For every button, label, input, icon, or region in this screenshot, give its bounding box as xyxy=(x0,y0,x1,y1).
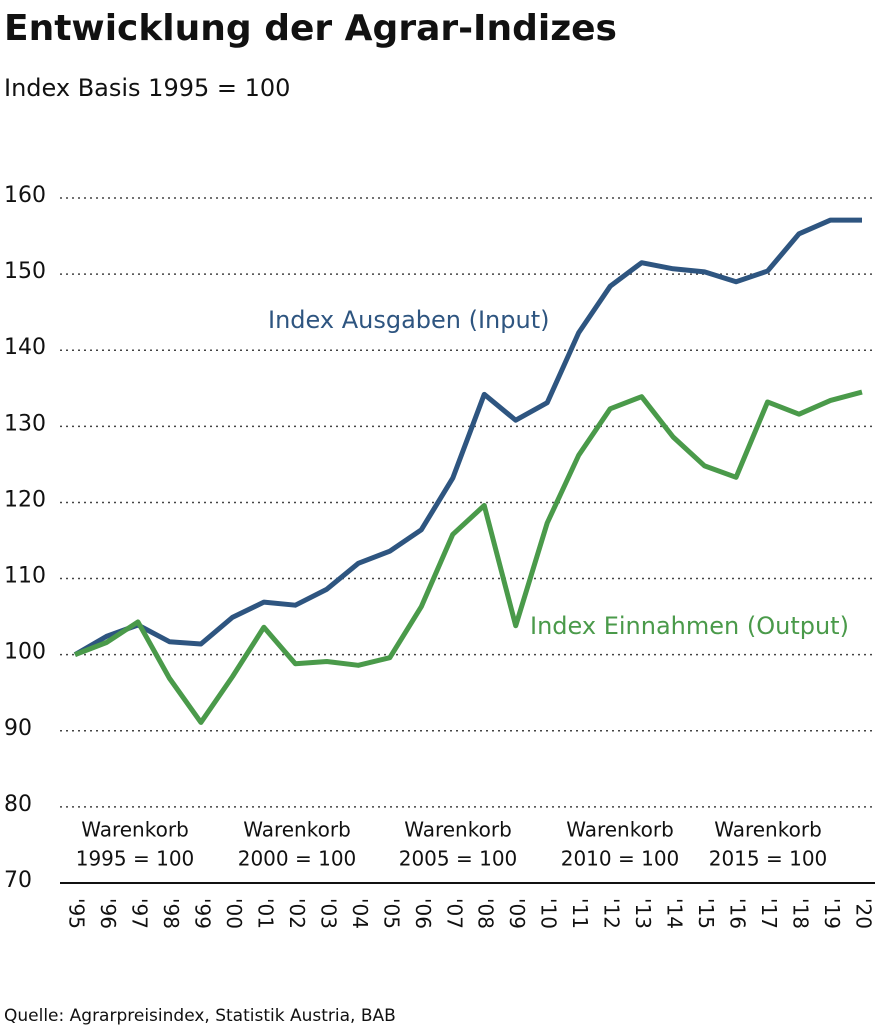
x-tick-label: '07 xyxy=(442,898,466,929)
x-tick-label: '12 xyxy=(600,898,624,929)
basket-label: 2015 = 100 xyxy=(709,847,828,871)
basket-label: Warenkorb xyxy=(566,818,674,842)
y-tick-label: 80 xyxy=(4,792,32,817)
x-tick-label: '18 xyxy=(789,898,813,929)
x-tick-label: '10 xyxy=(537,898,561,929)
x-tick-label: '04 xyxy=(348,898,372,929)
x-tick-label: '96 xyxy=(96,898,120,929)
x-tick-label: '09 xyxy=(505,898,529,929)
y-tick-label: 160 xyxy=(4,183,46,208)
line xyxy=(74,389,863,725)
x-tick-label: '15 xyxy=(694,898,718,929)
x-tick-label: '97 xyxy=(127,898,151,929)
x-tick-label: '19 xyxy=(820,898,844,929)
y-tick-label: 130 xyxy=(4,411,46,436)
x-tick-label: '08 xyxy=(474,898,498,929)
x-tick-label: '06 xyxy=(411,898,435,929)
x-tick-label: '16 xyxy=(726,898,750,929)
x-tick-label: '99 xyxy=(190,898,214,929)
basket-label: 2010 = 100 xyxy=(561,847,680,871)
basket-label: 1995 = 100 xyxy=(76,847,195,871)
y-tick-label: 110 xyxy=(4,564,46,589)
x-tick-label: '98 xyxy=(159,898,183,929)
basket-label: 2000 = 100 xyxy=(238,847,357,871)
basket-label: Warenkorb xyxy=(404,818,512,842)
x-tick-label: '17 xyxy=(757,898,781,929)
x-tick-label: '95 xyxy=(65,898,89,929)
y-tick-label: 120 xyxy=(4,487,46,512)
x-tick-label: '20 xyxy=(852,898,876,929)
y-tick-label: 70 xyxy=(4,868,32,893)
chart-subtitle: Index Basis 1995 = 100 xyxy=(4,74,290,102)
y-tick-label: 90 xyxy=(4,716,32,741)
x-tick-label: '14 xyxy=(663,898,687,929)
source: Quelle: Agrarpreisindex, Statistik Austr… xyxy=(4,1006,396,1026)
y-tick-label: 140 xyxy=(4,335,46,360)
x-tick-label: '05 xyxy=(379,898,403,929)
basket-label: 2005 = 100 xyxy=(399,847,518,871)
x-tick-label: '11 xyxy=(568,898,592,929)
x-tick-label: '00 xyxy=(222,898,246,929)
series-label: Index Ausgaben (Input) xyxy=(268,306,549,334)
chart-title: Entwicklung der Agrar-Indizes xyxy=(4,8,617,49)
series-label: Index Einnahmen (Output) xyxy=(530,612,849,640)
y-tick-label: 100 xyxy=(4,640,46,665)
basket-label: Warenkorb xyxy=(714,818,822,842)
x-tick-label: '01 xyxy=(253,898,277,929)
basket-label: Warenkorb xyxy=(81,818,189,842)
x-tick-label: '03 xyxy=(316,898,340,929)
line xyxy=(73,217,862,657)
x-tick-label: '02 xyxy=(285,898,309,929)
y-tick-label: 150 xyxy=(4,259,46,284)
basket-label: Warenkorb xyxy=(243,818,351,842)
x-tick-label: '13 xyxy=(631,898,655,929)
